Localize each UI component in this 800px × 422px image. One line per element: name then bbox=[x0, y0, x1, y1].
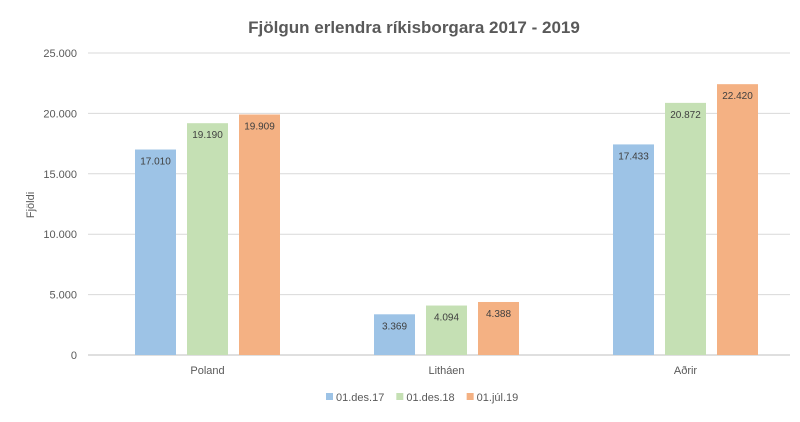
legend-swatch bbox=[326, 393, 333, 400]
bar bbox=[135, 149, 176, 355]
y-tick-label: 0 bbox=[71, 350, 77, 362]
bar bbox=[426, 305, 467, 355]
x-tick-label: Aðrir bbox=[674, 365, 698, 377]
y-axis-label: Fjöldi bbox=[25, 192, 37, 218]
data-label: 19.190 bbox=[192, 130, 223, 141]
bar bbox=[665, 102, 706, 355]
bar bbox=[239, 114, 280, 355]
y-tick-label: 5.000 bbox=[49, 290, 77, 302]
data-label: 20.872 bbox=[670, 110, 701, 121]
data-label: 4.094 bbox=[434, 313, 459, 324]
data-label: 4.388 bbox=[486, 309, 511, 320]
legend-swatch bbox=[466, 393, 474, 400]
bar bbox=[374, 314, 415, 355]
y-tick-label: 10.000 bbox=[43, 229, 77, 241]
data-label: 17.433 bbox=[618, 151, 649, 162]
legend-label: 01.des.17 bbox=[336, 392, 384, 404]
legend-label: 01.júl.19 bbox=[477, 392, 519, 404]
chart-title: Fjölgun erlendra ríkisborgara 2017 - 201… bbox=[248, 18, 580, 37]
data-label: 22.420 bbox=[722, 91, 753, 102]
y-tick-label: 20.000 bbox=[43, 108, 77, 120]
x-tick-label: Poland bbox=[190, 365, 224, 377]
y-tick-label: 25.000 bbox=[43, 48, 77, 60]
data-label: 19.909 bbox=[244, 121, 275, 132]
bar bbox=[187, 123, 228, 355]
bar bbox=[717, 84, 758, 356]
x-tick-label: Litháen bbox=[428, 365, 464, 377]
data-label: 3.369 bbox=[382, 321, 407, 332]
bar bbox=[478, 301, 519, 355]
legend-label: 01.des.18 bbox=[406, 392, 454, 404]
legend-swatch bbox=[396, 393, 404, 400]
bar bbox=[613, 144, 654, 355]
y-tick-label: 15.000 bbox=[43, 169, 77, 181]
data-label: 17.010 bbox=[140, 157, 171, 168]
